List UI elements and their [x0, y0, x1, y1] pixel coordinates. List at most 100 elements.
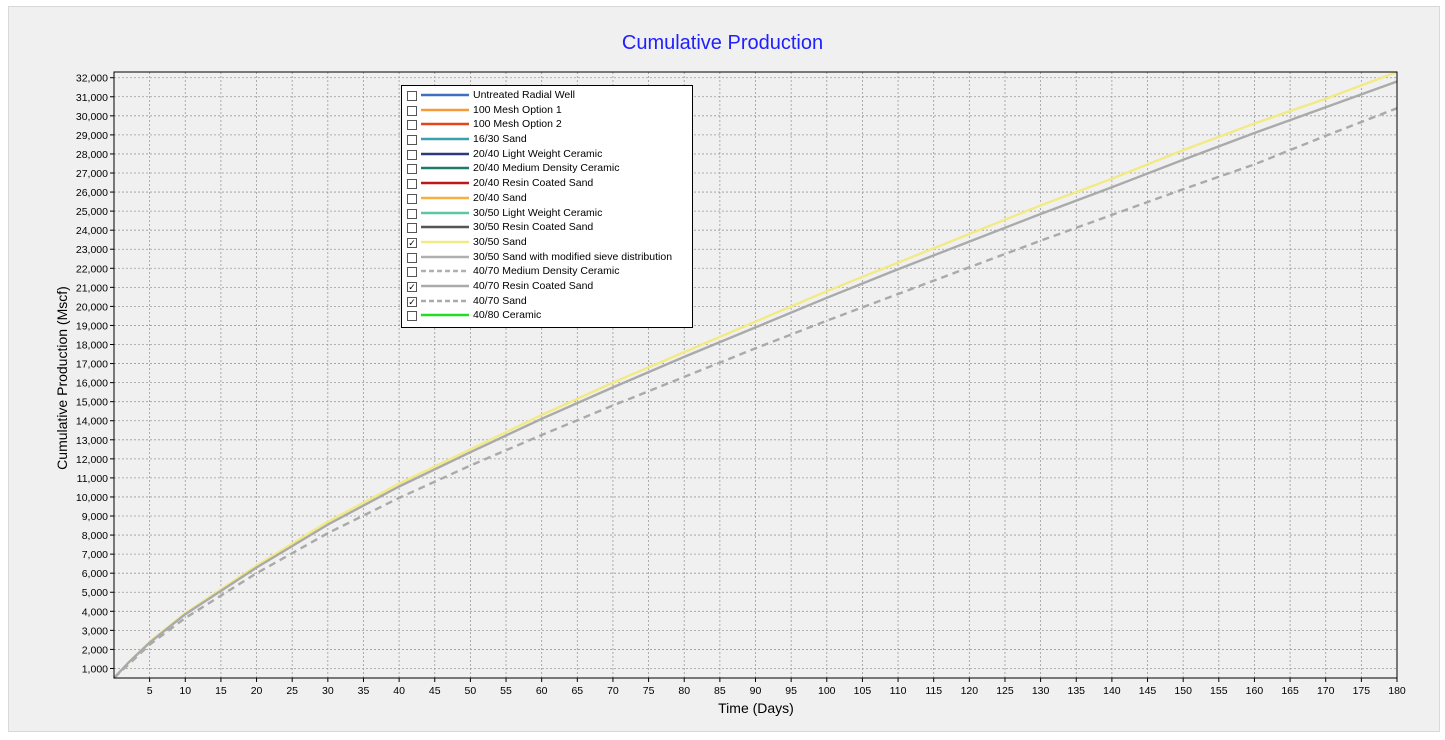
y-tick-label: 18,000: [76, 340, 108, 352]
legend-swatch: [421, 93, 469, 97]
legend-swatch: [421, 240, 469, 244]
x-tick-label: 105: [854, 685, 872, 697]
y-tick-label: 6,000: [82, 568, 108, 580]
legend-label: 40/70 Medium Density Ceramic: [473, 265, 620, 278]
legend-swatch: [421, 314, 469, 317]
legend-label: 20/40 Light Weight Ceramic: [473, 147, 603, 160]
x-tick-label: 50: [465, 685, 477, 697]
legend-item[interactable]: 20/40 Sand: [402, 191, 692, 206]
x-tick-label: 100: [818, 685, 836, 697]
legend-checkbox[interactable]: [407, 179, 417, 190]
legend-checkbox[interactable]: [407, 208, 417, 219]
legend-label: 20/40 Resin Coated Sand: [473, 177, 594, 190]
y-tick-label: 24,000: [76, 225, 108, 237]
x-tick-label: 40: [393, 685, 405, 697]
x-tick-label: 170: [1317, 685, 1335, 697]
y-tick-label: 27,000: [76, 168, 108, 180]
x-tick-label: 35: [358, 685, 370, 697]
legend-item[interactable]: 30/50 Sand with modified sieve distribut…: [402, 250, 692, 265]
y-tick-label: 15,000: [76, 397, 108, 409]
x-tick-label: 60: [536, 685, 548, 697]
legend-label: 20/40 Sand: [473, 191, 527, 204]
plot-area: [114, 72, 1397, 678]
legend-label: 30/50 Resin Coated Sand: [473, 221, 594, 234]
legend-item[interactable]: 100 Mesh Option 1: [402, 103, 692, 118]
legend-item[interactable]: 40/70 Medium Density Ceramic: [402, 264, 692, 279]
y-axis-title: Cumulative Production (Mscf): [54, 286, 70, 470]
x-tick-label: 25: [286, 685, 298, 697]
legend-item[interactable]: ✓ 40/70 Resin Coated Sand: [402, 279, 692, 294]
legend-swatch: [421, 108, 469, 111]
legend-checkbox[interactable]: [407, 135, 417, 146]
legend-swatch: [421, 181, 469, 185]
legend-checkbox[interactable]: ✓: [407, 281, 417, 292]
legend-item[interactable]: 20/40 Resin Coated Sand: [402, 176, 692, 191]
legend-swatch: [421, 270, 469, 273]
legend-item[interactable]: 40/80 Ceramic: [402, 308, 692, 323]
y-tick-label: 14,000: [76, 416, 108, 428]
legend-checkbox[interactable]: [407, 193, 417, 204]
y-tick-label: 12,000: [76, 454, 108, 466]
legend-swatch: [421, 152, 469, 155]
legend-checkbox[interactable]: [407, 252, 417, 263]
series-line: [113, 107, 1398, 679]
x-tick-label: 140: [1103, 685, 1121, 697]
series-line: [113, 80, 1398, 679]
x-tick-label: 135: [1067, 685, 1085, 697]
legend-label: 30/50 Sand: [473, 235, 527, 248]
x-tick-label: 150: [1174, 685, 1192, 697]
legend-swatch: [421, 167, 469, 170]
legend-label: 40/70 Sand: [473, 294, 527, 307]
y-tick-label: 4,000: [82, 606, 108, 618]
legend-item[interactable]: 30/50 Light Weight Ceramic: [402, 206, 692, 221]
y-tick-label: 26,000: [76, 187, 108, 199]
x-tick-label: 165: [1281, 685, 1299, 697]
legend-item[interactable]: ✓ 40/70 Sand: [402, 294, 692, 309]
legend-checkbox[interactable]: [407, 311, 417, 322]
legend-checkbox[interactable]: ✓: [407, 237, 417, 248]
y-tick-label: 23,000: [76, 244, 108, 256]
legend-checkbox[interactable]: [407, 267, 417, 278]
y-tick-label: 1,000: [82, 663, 108, 675]
legend-label: 40/80 Ceramic: [473, 309, 542, 322]
legend-checkbox[interactable]: [407, 120, 417, 131]
x-tick-label: 155: [1210, 685, 1228, 697]
x-tick-label: 85: [714, 685, 726, 697]
legend-item[interactable]: ✓ 30/50 Sand: [402, 235, 692, 250]
x-tick-label: 145: [1139, 685, 1157, 697]
y-tick-label: 16,000: [76, 378, 108, 390]
x-tick-label: 175: [1353, 685, 1371, 697]
legend-label: 40/70 Resin Coated Sand: [473, 279, 594, 292]
legend-label: 30/50 Light Weight Ceramic: [473, 206, 603, 219]
legend-item[interactable]: 100 Mesh Option 2: [402, 117, 692, 132]
legend-checkbox[interactable]: [407, 149, 417, 160]
legend-item[interactable]: 20/40 Light Weight Ceramic: [402, 147, 692, 162]
legend-swatch: [421, 211, 469, 214]
x-tick-label: 160: [1246, 685, 1264, 697]
legend-swatch: [421, 225, 469, 229]
y-tick-label: 25,000: [76, 206, 108, 218]
legend-swatch: [421, 196, 469, 200]
legend-checkbox[interactable]: [407, 164, 417, 175]
x-tick-label: 90: [750, 685, 762, 697]
legend-checkbox[interactable]: [407, 105, 417, 116]
y-tick-label: 9,000: [82, 511, 108, 523]
legend-item[interactable]: 20/40 Medium Density Ceramic: [402, 161, 692, 176]
y-tick-label: 11,000: [77, 473, 108, 485]
x-tick-label: 65: [571, 685, 583, 697]
legend-label: 30/50 Sand with modified sieve distribut…: [473, 250, 673, 263]
y-tick-label: 8,000: [82, 530, 108, 542]
legend-checkbox[interactable]: [407, 91, 417, 101]
legend-item[interactable]: 30/50 Resin Coated Sand: [402, 220, 692, 235]
legend-item[interactable]: 16/30 Sand: [402, 132, 692, 147]
legend-swatch: [421, 299, 469, 302]
y-tick-label: 22,000: [76, 263, 108, 275]
legend-swatch: [421, 284, 469, 288]
legend-checkbox[interactable]: ✓: [407, 296, 417, 307]
y-tick-label: 28,000: [76, 149, 108, 161]
legend-label: 100 Mesh Option 1: [473, 103, 562, 116]
y-tick-label: 21,000: [76, 282, 108, 294]
legend-checkbox[interactable]: [407, 223, 417, 234]
legend-item[interactable]: Untreated Radial Well: [402, 88, 692, 103]
